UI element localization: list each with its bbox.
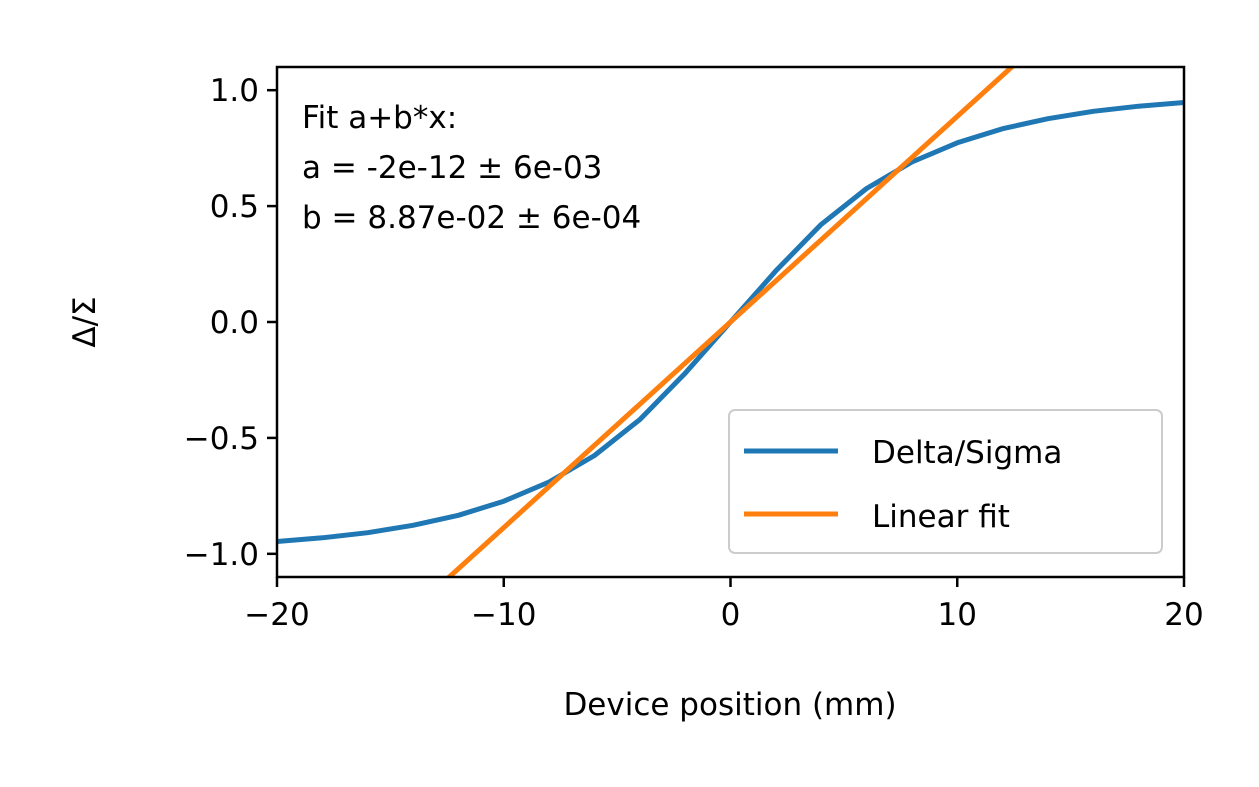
series-line-linear-fit [445,67,1016,577]
y-tick-label: −0.5 [184,421,259,457]
x-axis-label: Device position (mm) [563,687,896,723]
x-tick-label: 10 [938,597,977,633]
x-tick-label: 20 [1164,597,1203,633]
legend-label-linear-fit: Linear fit [872,499,1010,535]
series-layer [277,67,1184,577]
legend-label-delta-sigma: Delta/Sigma [872,435,1062,471]
annotation-line-3: b = 8.87e-02 ± 6e-04 [302,200,641,236]
y-tick-label: 0.0 [210,305,259,341]
annotation-line-2: a = -2e-12 ± 6e-03 [302,150,602,186]
legend: Delta/Sigma Linear fit [728,409,1163,554]
y-tick-label: 0.5 [210,189,259,225]
x-axis: −20 −10 0 10 20 [244,577,1204,633]
legend-box [728,409,1163,554]
y-tick-label: 1.0 [210,73,259,109]
x-tick-label: 0 [721,597,741,633]
x-tick-label: −20 [244,597,309,633]
y-axis-label: Δ/Σ [67,296,103,347]
fit-annotation: Fit a+b*x: a = -2e-12 ± 6e-03 b = 8.87e-… [302,100,641,236]
y-tick-label: −1.0 [184,537,259,573]
x-tick-label: −10 [471,597,536,633]
y-axis: −1.0 −0.5 0.0 0.5 1.0 [184,73,277,573]
annotation-line-1: Fit a+b*x: [302,100,457,136]
